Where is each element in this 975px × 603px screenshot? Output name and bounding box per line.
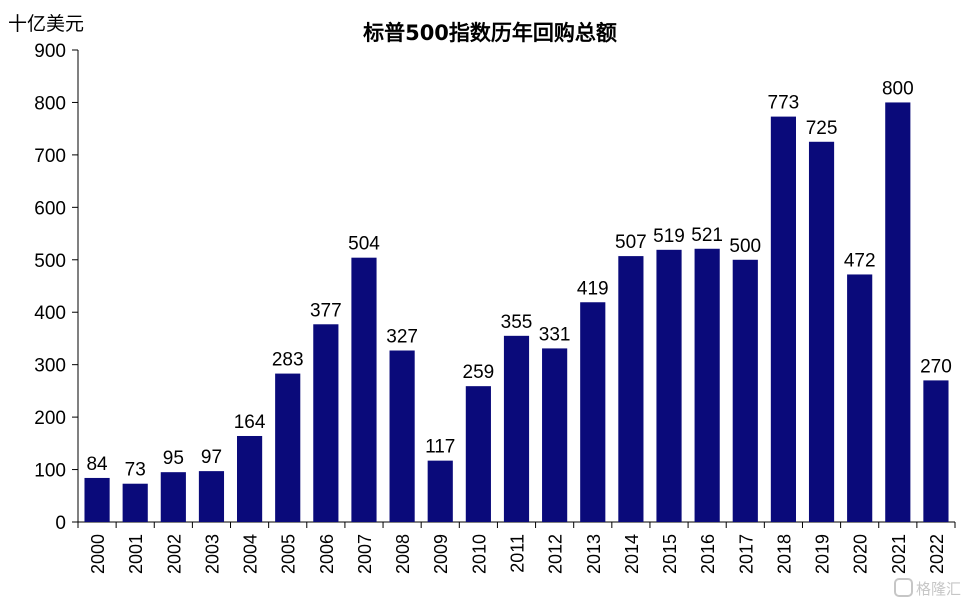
x-tick-label: 2006 (317, 534, 337, 574)
x-tick-label: 2022 (927, 534, 947, 574)
chart-title: 标普500指数历年回购总额 (363, 21, 617, 45)
bar (122, 483, 148, 522)
watermark: 格隆汇 (894, 578, 961, 598)
bar (618, 256, 644, 522)
y-tick-label: 500 (34, 251, 66, 272)
data-label: 95 (163, 448, 184, 469)
x-tick-label: 2009 (431, 534, 451, 574)
x-tick-label: 2019 (813, 534, 833, 574)
bar (237, 435, 263, 522)
data-label: 327 (386, 327, 418, 348)
x-tick-label: 2016 (698, 534, 718, 574)
y-tick-label: 200 (34, 408, 66, 429)
data-label: 507 (615, 232, 647, 253)
x-tick-label: 2012 (546, 534, 566, 574)
y-tick-label: 900 (34, 41, 66, 62)
bar (770, 116, 796, 523)
bar (160, 472, 186, 522)
x-tick-label: 2000 (88, 534, 108, 574)
plot-area: 0 100 200 300 400 500 600 700 800 900 84 2000 73 2001… (34, 41, 956, 574)
y-axis-unit-label: 十亿美元 (8, 13, 84, 35)
data-label: 164 (234, 412, 266, 433)
data-label: 117 (425, 437, 455, 458)
bar (313, 324, 339, 522)
bar (427, 460, 453, 522)
bar (732, 259, 758, 522)
x-tick-label: 2005 (279, 534, 299, 574)
data-label: 521 (691, 225, 723, 246)
bar (847, 274, 873, 522)
y-tick-label: 600 (34, 198, 66, 219)
bar (389, 350, 415, 522)
data-label: 73 (125, 460, 146, 481)
data-label: 773 (768, 93, 800, 114)
data-label: 355 (501, 312, 533, 333)
bar (580, 302, 606, 522)
data-label: 519 (653, 226, 685, 247)
data-label: 504 (348, 234, 380, 255)
bar (656, 249, 682, 522)
data-label: 259 (463, 362, 495, 383)
bar (198, 471, 225, 522)
watermark-text: 格隆汇 (916, 580, 961, 598)
x-tick-label: 2013 (584, 534, 604, 574)
data-label: 800 (882, 78, 914, 99)
y-tick-label: 300 (34, 356, 66, 377)
data-label: 725 (806, 118, 838, 139)
data-label: 419 (577, 278, 609, 299)
bar (84, 477, 110, 522)
y-tick-label: 0 (55, 513, 66, 534)
x-tick-label: 2017 (736, 534, 756, 574)
bar (275, 373, 301, 522)
data-label: 331 (539, 324, 571, 345)
x-tick-label: 2001 (126, 534, 146, 574)
data-label: 500 (729, 236, 761, 257)
bar (694, 248, 720, 522)
x-tick-label: 2020 (851, 534, 871, 574)
bar (923, 380, 949, 522)
x-tick-label: 2018 (774, 534, 794, 574)
bar (808, 141, 835, 522)
x-tick-label: 2015 (660, 534, 680, 574)
x-tick-label: 2004 (241, 534, 261, 574)
x-tick-label: 2011 (508, 534, 528, 573)
bar (503, 335, 530, 522)
x-tick-label: 2007 (355, 534, 375, 574)
x-tick-label: 2021 (889, 534, 909, 574)
x-tick-label: 2003 (202, 534, 222, 574)
y-tick-label: 100 (34, 461, 66, 482)
data-label: 472 (844, 250, 876, 271)
data-label: 283 (272, 350, 304, 371)
bar (885, 102, 911, 522)
x-tick-label: 2014 (622, 534, 642, 574)
data-label: 377 (310, 300, 342, 321)
y-tick-label: 400 (34, 303, 66, 324)
data-label: 84 (86, 454, 108, 475)
data-label: 97 (201, 447, 222, 468)
x-tick-label: 2002 (164, 534, 184, 574)
bar (351, 257, 377, 522)
bar (542, 348, 568, 522)
g-logo-icon (894, 578, 913, 597)
x-tick-label: 2010 (469, 534, 489, 574)
bar (465, 386, 491, 522)
y-tick-label: 800 (34, 93, 66, 114)
x-tick-label: 2008 (393, 534, 413, 574)
y-tick-label: 700 (34, 146, 66, 167)
data-label: 270 (920, 356, 952, 377)
